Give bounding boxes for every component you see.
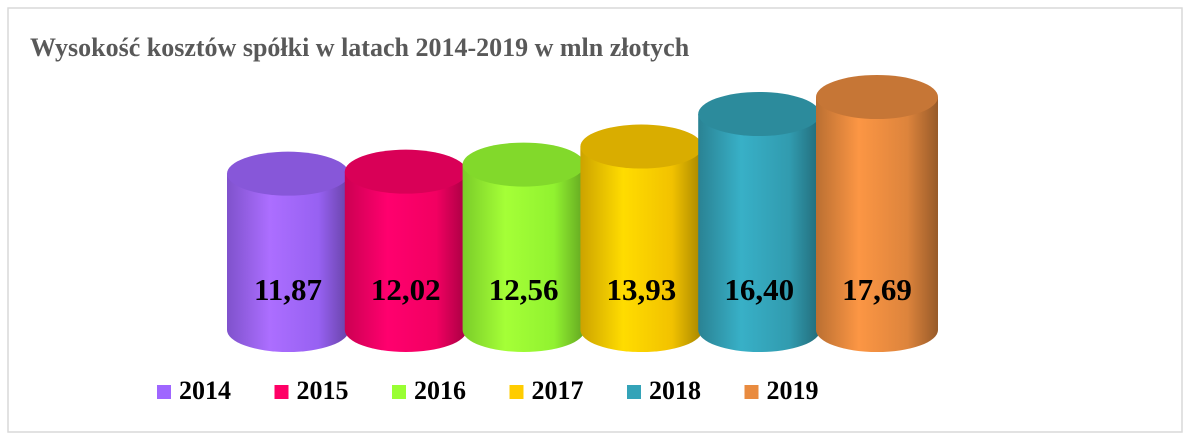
cylinder-body <box>462 164 585 352</box>
cylinder-body <box>227 173 349 352</box>
cylinder-top <box>580 124 703 169</box>
legend-swatch <box>744 385 759 399</box>
legend-label: 2014 <box>179 376 231 405</box>
cylinder-body <box>580 146 703 352</box>
data-label: 13,93 <box>607 272 677 307</box>
cylinder-top <box>698 91 821 136</box>
cylinder-top <box>816 75 938 119</box>
cylinder-top <box>227 151 349 196</box>
data-label: 17,69 <box>842 272 912 307</box>
cylinder-body <box>816 97 938 352</box>
data-label: 12,56 <box>489 272 559 307</box>
cylinder-top <box>344 149 467 194</box>
legend-swatch <box>274 385 289 399</box>
legend-swatch <box>627 385 641 399</box>
legend-label: 2018 <box>649 376 701 405</box>
legend-swatch <box>157 385 171 399</box>
legend-label: 2017 <box>532 376 584 405</box>
cylinder-top <box>462 142 585 187</box>
chart-title: Wysokość kosztów spółki w latach 2014-20… <box>30 33 690 62</box>
legend-label: 2019 <box>767 376 819 405</box>
legend-label: 2015 <box>297 376 349 405</box>
legend-label: 2016 <box>414 376 466 405</box>
legend-swatch <box>509 385 524 399</box>
data-label: 12,02 <box>371 272 441 307</box>
data-label: 16,40 <box>724 272 794 307</box>
cylinder-body <box>698 113 821 352</box>
cylinder-body <box>344 171 467 352</box>
data-label: 11,87 <box>254 272 322 307</box>
legend-swatch <box>392 385 406 399</box>
